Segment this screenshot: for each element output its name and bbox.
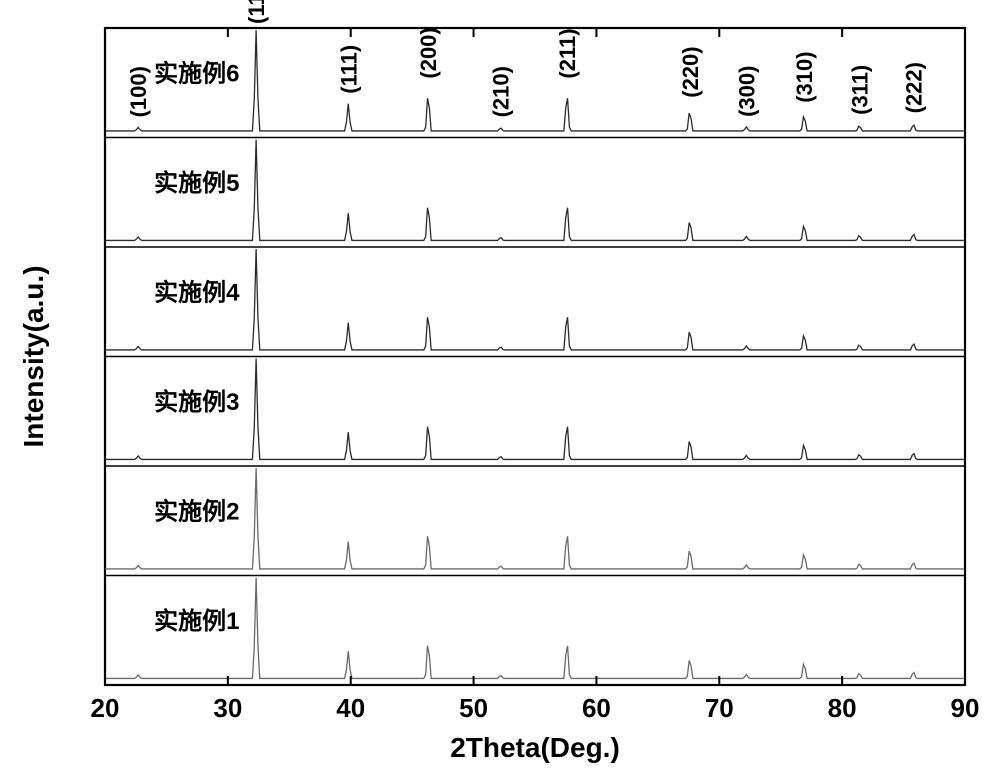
svg-text:2Theta(Deg.): 2Theta(Deg.) — [450, 732, 620, 763]
svg-text:40: 40 — [336, 693, 365, 723]
svg-text:Intensity(a.u.): Intensity(a.u.) — [18, 265, 49, 447]
svg-text:实施例4: 实施例4 — [154, 279, 240, 307]
svg-text:(300): (300) — [734, 66, 759, 117]
svg-text:(211): (211) — [555, 28, 580, 78]
svg-text:实施例6: 实施例6 — [154, 60, 239, 88]
svg-text:30: 30 — [213, 693, 242, 723]
svg-text:80: 80 — [828, 693, 857, 723]
svg-text:实施例2: 实施例2 — [154, 498, 239, 526]
svg-text:(220): (220) — [678, 46, 703, 97]
svg-text:50: 50 — [459, 693, 488, 723]
svg-text:70: 70 — [705, 693, 734, 723]
svg-text:20: 20 — [91, 693, 120, 723]
svg-text:实施例3: 实施例3 — [154, 388, 239, 416]
svg-text:(222): (222) — [901, 62, 926, 113]
svg-text:(210): (210) — [489, 66, 514, 117]
svg-text:实施例5: 实施例5 — [154, 169, 239, 197]
chart-container: 实施例1 实施例2 实施例3 实施例4 实施例5 实施例6 20 30 40 50 60 70 80 90… — [0, 0, 1000, 773]
svg-text:60: 60 — [582, 693, 611, 723]
svg-text:(311): (311) — [847, 65, 872, 115]
svg-text:(310): (310) — [792, 51, 817, 102]
svg-text:(100): (100) — [126, 66, 151, 117]
svg-text:(200): (200) — [416, 27, 441, 78]
svg-text:90: 90 — [951, 693, 980, 723]
svg-text:(111): (111) — [336, 45, 361, 94]
svg-text:实施例1: 实施例1 — [154, 607, 239, 635]
xrd-chart: 实施例1 实施例2 实施例3 实施例4 实施例5 实施例6 20 30 40 50 60 70 80 90… — [0, 0, 1000, 773]
svg-text:(110): (110) — [244, 0, 269, 24]
